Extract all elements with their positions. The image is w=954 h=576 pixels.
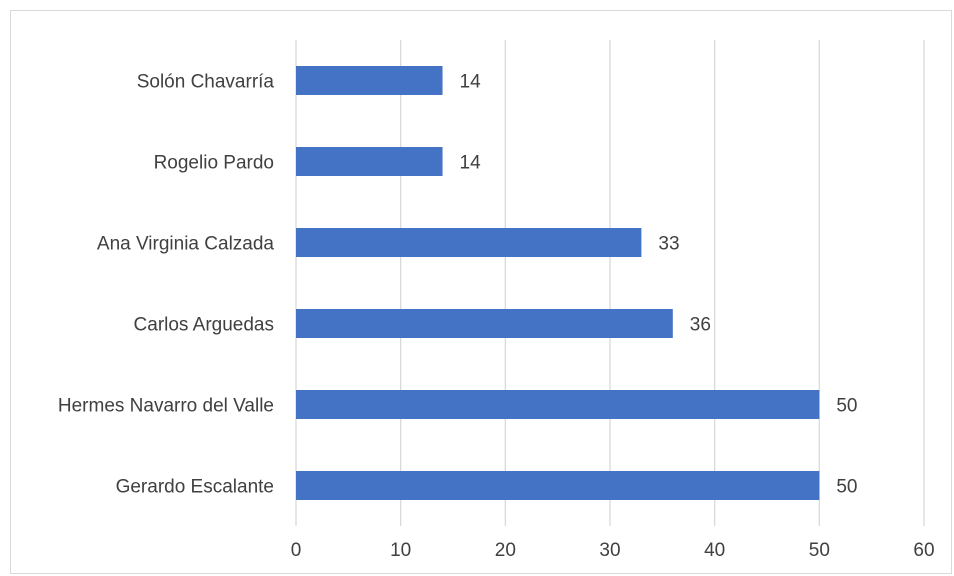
category-label: Hermes Navarro del Valle — [58, 396, 274, 417]
category-label: Carlos Arguedas — [134, 315, 274, 336]
x-tick-label: 50 — [809, 540, 830, 561]
data-label: 14 — [460, 72, 482, 93]
bar — [296, 66, 443, 95]
category-label: Rogelio Pardo — [154, 153, 274, 174]
x-tick-label: 40 — [704, 540, 725, 561]
x-tick-label: 20 — [495, 540, 516, 561]
x-tick-label: 60 — [913, 540, 934, 561]
bar — [296, 147, 443, 176]
category-label: Solón Chavarría — [137, 72, 275, 93]
bars — [296, 66, 820, 500]
data-label: 50 — [836, 477, 857, 498]
labels: 0 10 20 30 40 50 60 Solón Chavarría 14 Rogelio Pa… — [58, 72, 935, 562]
category-label: Ana Virginia Calzada — [97, 234, 275, 255]
data-label: 36 — [690, 315, 711, 336]
bar — [296, 309, 673, 338]
x-tick-label: 10 — [390, 540, 411, 561]
data-label: 33 — [658, 234, 679, 255]
bar — [296, 471, 820, 500]
data-label: 50 — [836, 396, 857, 417]
bar — [296, 390, 820, 419]
gridlines — [295, 40, 925, 526]
bar — [296, 228, 642, 257]
data-label: 14 — [460, 153, 482, 174]
x-tick-label: 30 — [599, 540, 620, 561]
x-tick-label: 0 — [291, 540, 302, 561]
category-label: Gerardo Escalante — [116, 477, 274, 498]
